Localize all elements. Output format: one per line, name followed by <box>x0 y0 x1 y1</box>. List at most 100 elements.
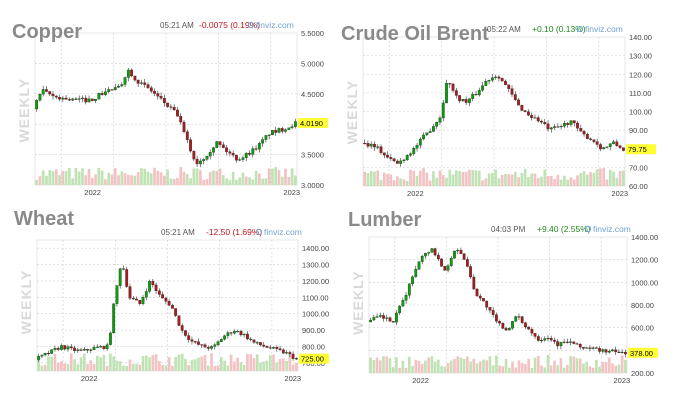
volume-bar <box>389 174 393 186</box>
candle-body <box>261 139 265 144</box>
volume-bar <box>69 353 73 371</box>
candle-body <box>598 348 601 352</box>
volume-bar <box>379 180 383 186</box>
volume-bar <box>404 367 408 373</box>
candle-body <box>575 343 579 345</box>
volume-bar <box>553 360 556 373</box>
finviz-logo-icon <box>255 228 263 236</box>
volume-bar <box>246 353 249 371</box>
volume-bar <box>579 173 583 186</box>
y-tick-label: 1200.00 <box>302 277 329 286</box>
volume-bar <box>193 359 197 371</box>
candle-body <box>182 121 186 132</box>
candle-body <box>440 258 443 267</box>
candle-body <box>208 152 212 157</box>
candle-body <box>246 333 249 340</box>
candle-body <box>459 249 463 254</box>
finviz-logo-icon <box>584 225 592 233</box>
volume-bar <box>130 175 133 185</box>
volume-bar <box>290 168 294 185</box>
volume-bar <box>622 170 625 186</box>
candle-body <box>624 351 627 355</box>
volume-bar <box>56 362 60 371</box>
candle-body <box>475 288 479 297</box>
volume-bar <box>363 171 366 186</box>
volume-bar <box>228 179 232 185</box>
candle-body <box>454 90 458 96</box>
candle-body <box>589 138 593 140</box>
y-tick-label: 3.0000 <box>301 181 324 190</box>
price-change: +9.40 (2.55%) <box>537 224 591 234</box>
volume-bar <box>382 172 386 186</box>
volume-bar <box>169 178 173 185</box>
chart-title: Wheat <box>14 208 74 230</box>
candle-body <box>427 252 431 254</box>
volume-bar <box>385 356 389 373</box>
volume-bar <box>382 356 385 373</box>
candle-body <box>478 295 482 299</box>
volume-bar <box>572 179 576 186</box>
volume-bar <box>435 177 439 186</box>
volume-bar <box>213 365 217 371</box>
volume-bar <box>171 365 174 371</box>
volume-bar <box>401 360 405 373</box>
candle-body <box>511 321 514 329</box>
volume-bar <box>501 366 505 373</box>
candle-body <box>513 94 517 101</box>
candle-body <box>504 328 508 331</box>
volume-bar <box>504 174 507 186</box>
volume-bar <box>164 365 168 371</box>
volume-bar <box>236 357 239 371</box>
volume-bar <box>249 354 253 371</box>
chart-panel-3: 1400.001200.001000.00800.00600.00400.002… <box>348 209 658 385</box>
volume-bar <box>517 360 521 373</box>
candle-body <box>189 139 192 152</box>
candle-body <box>216 341 220 345</box>
volume-bar <box>146 171 150 185</box>
candle-body <box>566 123 570 125</box>
candle-body <box>86 349 89 351</box>
candle-body <box>415 145 419 149</box>
candle-body <box>262 344 266 347</box>
candle-body <box>614 349 618 353</box>
volume-bar <box>585 361 588 373</box>
volume-bar <box>84 175 88 185</box>
candle-body <box>618 145 622 148</box>
volume-bar <box>537 355 540 373</box>
volume-bar <box>477 170 481 186</box>
candle-body <box>458 95 462 102</box>
candle-body <box>107 89 111 92</box>
candle-body <box>60 345 63 350</box>
volume-bar <box>87 169 91 185</box>
candle-body <box>128 286 132 299</box>
candle-body <box>592 139 596 142</box>
volume-bar <box>441 175 445 186</box>
candle-body <box>228 151 232 154</box>
volume-bar <box>453 358 456 373</box>
candle-body <box>84 97 88 103</box>
candle-body <box>71 98 75 101</box>
candle-body <box>491 310 495 315</box>
volume-bar <box>468 169 471 186</box>
volume-bar <box>536 178 540 186</box>
volume-bar <box>438 170 442 186</box>
volume-bar <box>251 179 255 185</box>
volume-bar <box>475 363 479 373</box>
candle-body <box>520 316 524 323</box>
volume-bar <box>176 178 179 185</box>
volume-bar <box>546 355 550 373</box>
candle-body <box>462 253 466 260</box>
candle-body <box>195 158 199 165</box>
candle-body <box>490 77 494 81</box>
candle-body <box>500 78 504 82</box>
volume-bar <box>288 355 292 371</box>
volume-bar <box>608 169 612 186</box>
volume-bar <box>469 361 472 373</box>
volume-bar <box>61 170 65 185</box>
volume-bar <box>104 179 107 185</box>
y-tick-label: 120.00 <box>629 70 652 79</box>
volume-bar <box>60 361 63 371</box>
candle-body <box>162 98 166 104</box>
volume-bar <box>500 175 504 186</box>
volume-bar <box>153 167 156 185</box>
